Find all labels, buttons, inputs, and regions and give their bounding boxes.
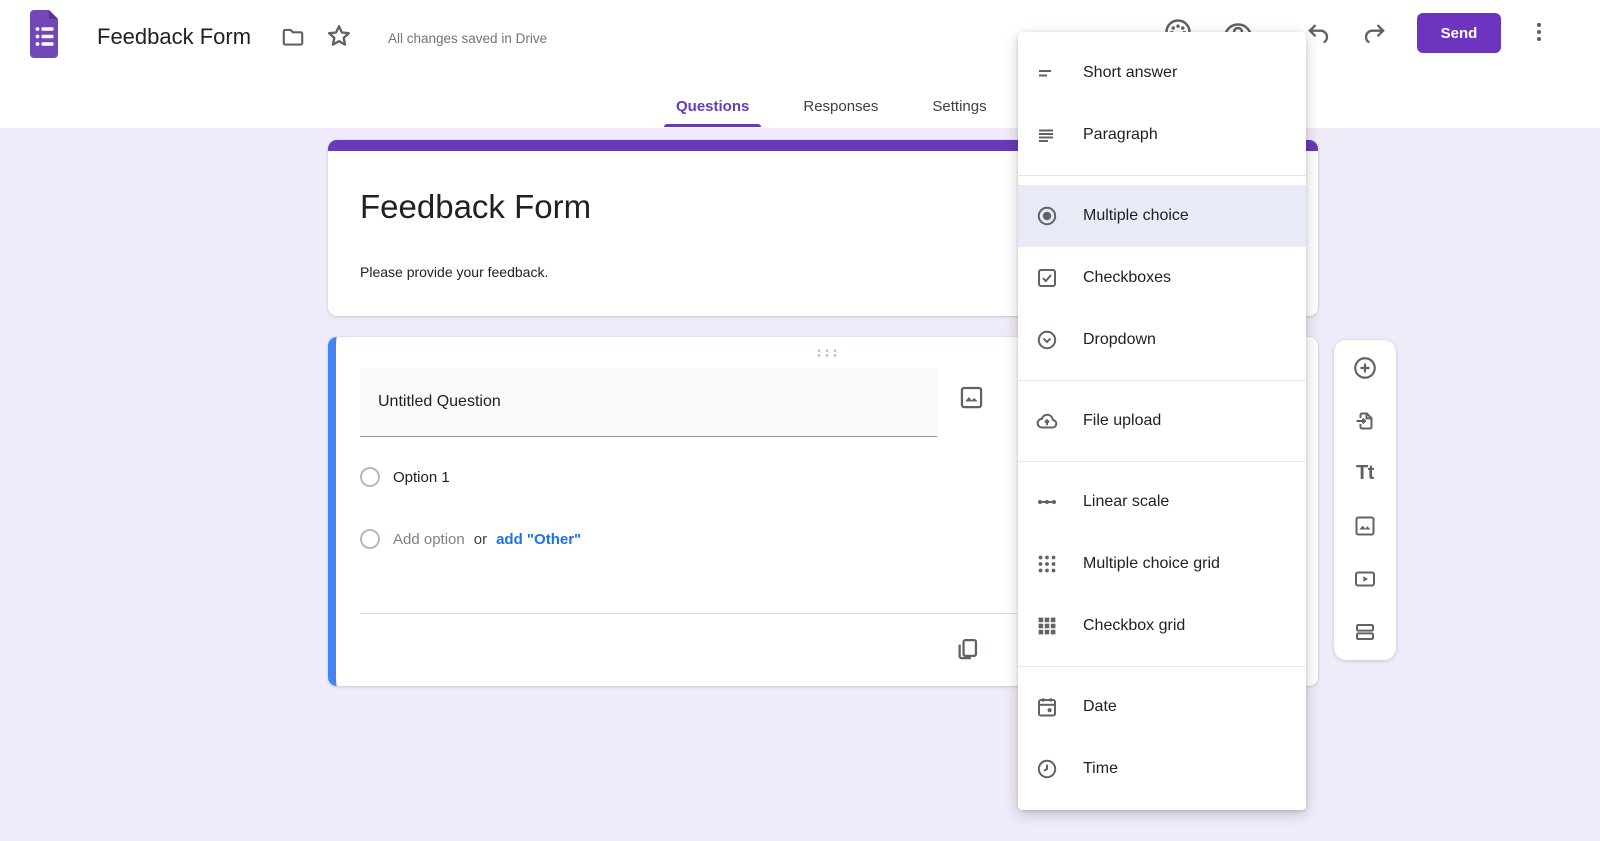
- menu-item-label: File upload: [1083, 412, 1162, 429]
- paragraph-icon: [1035, 123, 1059, 147]
- add-option-radio[interactable]: [360, 529, 380, 549]
- menu-item-label: Multiple choice: [1083, 207, 1189, 224]
- move-folder-button[interactable]: [276, 20, 310, 54]
- menu-item-label: Dropdown: [1083, 331, 1156, 348]
- menu-item-time[interactable]: Time: [1018, 738, 1306, 800]
- add-title-icon: Tt: [1356, 462, 1374, 485]
- document-title[interactable]: Feedback Form: [97, 24, 252, 49]
- menu-divider: [1018, 380, 1306, 381]
- menu-item-label: Short answer: [1083, 64, 1178, 81]
- redo-button[interactable]: [1358, 16, 1392, 50]
- menu-item-linear-scale[interactable]: Linear scale: [1018, 471, 1306, 533]
- checkbox-grid-icon: [1035, 614, 1059, 638]
- redo-icon: [1361, 19, 1389, 47]
- add-image-button[interactable]: [1350, 511, 1380, 541]
- menu-divider: [1018, 666, 1306, 667]
- import-questions-icon: [1353, 409, 1377, 433]
- dropdown-icon: [1035, 328, 1059, 352]
- option-1-radio[interactable]: [360, 467, 380, 487]
- duplicate-question-button[interactable]: [950, 631, 984, 665]
- menu-item-label: Date: [1083, 698, 1117, 715]
- menu-item-label: Paragraph: [1083, 126, 1158, 143]
- menu-item-checkbox-grid[interactable]: Checkbox grid: [1018, 595, 1306, 657]
- or-text: or: [473, 530, 488, 548]
- image-icon: [958, 384, 985, 411]
- add-question-icon: [1352, 355, 1378, 381]
- menu-item-checkboxes[interactable]: Checkboxes: [1018, 247, 1306, 309]
- insert-toolbar: Tt: [1334, 340, 1396, 660]
- menu-item-file-upload[interactable]: File upload: [1018, 390, 1306, 452]
- menu-divider: [1018, 461, 1306, 462]
- option-1-label[interactable]: Option 1: [393, 468, 450, 486]
- tab-responses[interactable]: Responses: [803, 97, 879, 115]
- add-title-button[interactable]: Tt: [1350, 459, 1380, 489]
- menu-item-short-answer[interactable]: Short answer: [1018, 42, 1306, 104]
- add-video-button[interactable]: [1350, 564, 1380, 594]
- time-icon: [1035, 757, 1059, 781]
- menu-item-multiple-choice-grid[interactable]: Multiple choice grid: [1018, 533, 1306, 595]
- date-icon: [1035, 695, 1059, 719]
- question-title-input[interactable]: Untitled Question: [360, 368, 937, 437]
- add-option-text[interactable]: Add option: [393, 530, 465, 548]
- short-answer-icon: [1035, 61, 1059, 85]
- send-button[interactable]: Send: [1417, 13, 1501, 53]
- menu-item-label: Time: [1083, 760, 1118, 777]
- add-question-image-button[interactable]: [954, 380, 988, 414]
- menu-item-label: Checkboxes: [1083, 269, 1172, 286]
- tab-settings[interactable]: Settings: [932, 97, 987, 115]
- form-tabs: Questions Responses Settings: [664, 84, 999, 128]
- linear-scale-icon: [1035, 490, 1059, 514]
- duplicate-icon: [954, 635, 981, 662]
- multiple-choice-icon: [1035, 204, 1059, 228]
- multiple-choice-grid-icon: [1035, 552, 1059, 576]
- menu-item-dropdown[interactable]: Dropdown: [1018, 309, 1306, 371]
- form-description-text[interactable]: Please provide your feedback.: [360, 264, 549, 280]
- add-image-icon: [1353, 514, 1377, 538]
- forms-logo-icon[interactable]: [28, 9, 60, 59]
- checkboxes-icon: [1035, 266, 1059, 290]
- question-type-menu: Short answer Paragraph Multiple choice C…: [1018, 32, 1306, 810]
- star-icon: [325, 22, 353, 50]
- add-other-link[interactable]: add "Other": [496, 530, 582, 548]
- question-footer-divider: [360, 613, 1286, 614]
- folder-icon: [280, 24, 306, 50]
- save-status-text: All changes saved in Drive: [388, 31, 548, 46]
- add-section-icon: [1353, 620, 1377, 644]
- import-questions-button[interactable]: [1350, 406, 1380, 436]
- menu-divider: [1018, 175, 1306, 176]
- form-title-text[interactable]: Feedback Form: [360, 188, 592, 225]
- menu-item-label: Linear scale: [1083, 493, 1170, 510]
- app-header: Feedback Form All changes saved in Drive…: [0, 0, 1600, 128]
- form-card-accent-bar: [328, 140, 1318, 151]
- menu-item-label: Multiple choice grid: [1083, 555, 1220, 572]
- option-row-1: Option 1: [360, 467, 450, 487]
- add-option-row: Add option or add "Other": [360, 529, 581, 549]
- menu-item-label: Checkbox grid: [1083, 617, 1186, 634]
- more-kebab-icon: [1526, 19, 1552, 45]
- undo-icon: [1304, 19, 1332, 47]
- undo-button[interactable]: [1301, 16, 1335, 50]
- add-section-button[interactable]: [1350, 617, 1380, 647]
- add-video-icon: [1353, 567, 1377, 591]
- star-button[interactable]: [322, 19, 356, 53]
- menu-item-paragraph[interactable]: Paragraph: [1018, 104, 1306, 166]
- file-upload-icon: [1035, 409, 1059, 433]
- tab-questions[interactable]: Questions: [664, 84, 762, 128]
- menu-item-date[interactable]: Date: [1018, 676, 1306, 738]
- add-question-button[interactable]: [1350, 353, 1380, 383]
- drag-handle-icon[interactable]: [816, 345, 838, 363]
- more-options-button[interactable]: [1522, 15, 1556, 49]
- menu-item-multiple-choice[interactable]: Multiple choice: [1018, 185, 1306, 247]
